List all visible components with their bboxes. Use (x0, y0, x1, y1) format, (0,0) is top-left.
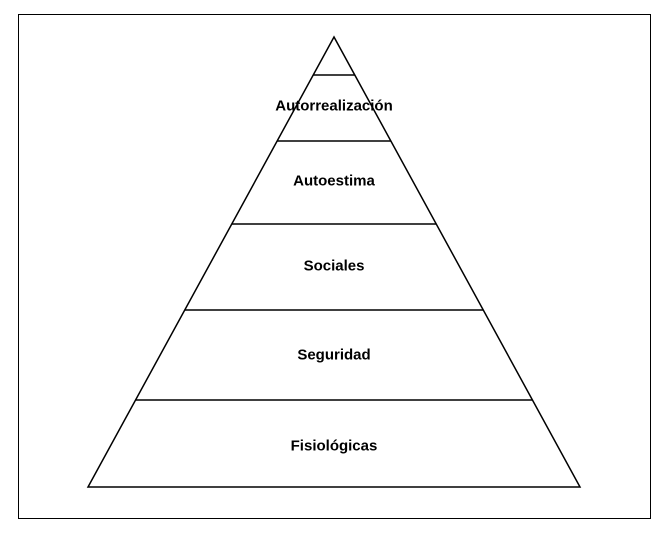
pyramid-level-label-4: Fisiológicas (291, 438, 378, 455)
pyramid-level-label-0: Autorrealización (275, 98, 393, 115)
pyramid-level-label-1: Autoestima (293, 173, 375, 190)
pyramid-level-label-3: Seguridad (297, 347, 370, 364)
pyramid-level-label-2: Sociales (304, 258, 365, 275)
